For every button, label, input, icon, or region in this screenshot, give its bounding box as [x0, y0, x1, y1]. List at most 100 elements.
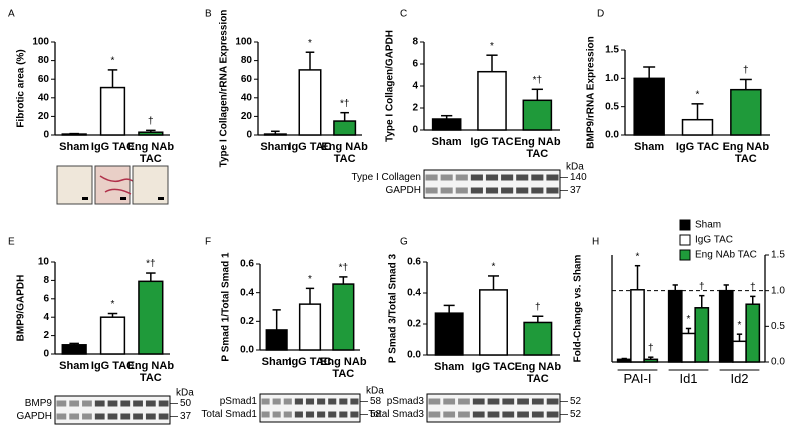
blot-band	[546, 411, 559, 418]
x-tick-label: Eng NAb TAC	[514, 361, 562, 385]
bar	[523, 321, 553, 356]
blot-band	[546, 187, 559, 194]
bar	[138, 131, 164, 136]
blot-band	[350, 398, 359, 405]
blot-band	[82, 400, 92, 407]
annotation: *	[696, 89, 700, 100]
blot-band	[56, 400, 67, 407]
bar	[730, 88, 762, 136]
x-tick-label: Sham	[431, 136, 462, 148]
y-tick-label: 0.6	[240, 259, 254, 270]
blot-band	[69, 400, 80, 407]
y-axis-label: Type I Collagen/GAPDH	[385, 30, 396, 142]
y-tick-label: 0.0	[407, 350, 421, 361]
bar	[263, 133, 287, 136]
scale-bar	[158, 197, 164, 200]
y-tick-label: 4	[43, 312, 49, 323]
bar	[667, 289, 683, 363]
blot-size: 52	[570, 409, 582, 420]
blot-band	[501, 187, 514, 194]
blot-band	[56, 413, 67, 420]
panel-label: A	[8, 9, 15, 20]
bar	[434, 312, 464, 356]
y-tick-label: 1.5	[605, 45, 619, 56]
blot-band	[339, 398, 348, 405]
blot-band	[107, 400, 118, 407]
blot-band	[428, 411, 441, 418]
y-tick-label: 8	[412, 37, 418, 48]
annotation: *	[111, 299, 115, 310]
y-tick-label: 0	[246, 130, 252, 141]
x-tick-label: Id2	[730, 371, 749, 386]
annotation: *	[490, 41, 494, 52]
bar	[138, 280, 164, 355]
bar	[745, 303, 761, 363]
blot-frame	[259, 393, 361, 423]
blot-band	[328, 411, 337, 418]
bar	[298, 303, 322, 351]
panel-label: G	[400, 237, 408, 248]
scale-bar	[82, 197, 88, 200]
blot-size: 58	[370, 396, 382, 407]
blot-band	[133, 413, 143, 420]
blot-band	[261, 411, 270, 418]
x-tick-label: IgG TAC	[470, 136, 514, 148]
blot-band	[516, 174, 529, 181]
blot-frame	[426, 393, 561, 423]
bar	[718, 289, 734, 363]
blot-band	[145, 400, 156, 407]
blot-band	[261, 398, 270, 405]
y2-tick-label: 1.0	[771, 285, 785, 296]
blot-row-label: pSmad3	[387, 396, 425, 407]
legend-label: Eng NAb TAC	[695, 250, 757, 261]
y-tick-label: 2	[412, 103, 418, 114]
bar	[61, 344, 87, 355]
blot-row-label: Type I Collagen	[352, 172, 422, 183]
annotation: *	[636, 251, 640, 262]
annotation: *†	[340, 98, 349, 109]
annotation: *†	[533, 75, 542, 86]
x-tick-label: Sham	[261, 356, 292, 368]
blot-row-label: BMP9	[25, 398, 53, 409]
blot-band	[305, 411, 315, 418]
blot-band	[502, 398, 515, 405]
y-tick-label: 0.0	[240, 345, 254, 356]
bar	[479, 289, 508, 356]
y-tick-label: 6	[43, 293, 49, 304]
y-tick-label: 0	[412, 125, 418, 136]
bar	[265, 329, 288, 351]
blot-band	[120, 413, 131, 420]
y-tick-label: 40	[38, 92, 50, 103]
blot-band	[69, 413, 80, 420]
blot-band	[328, 398, 337, 405]
blot-band	[487, 398, 500, 405]
x-tick-label: Sham	[260, 141, 291, 153]
y-tick-label: 100	[32, 37, 49, 48]
blot-size: 50	[180, 398, 192, 409]
blot-band	[317, 398, 326, 405]
y-tick-label: 60	[241, 74, 253, 85]
bar	[332, 283, 355, 351]
blot-band	[294, 398, 303, 405]
blot-band	[443, 411, 456, 418]
bar	[333, 120, 357, 136]
blot-band	[455, 187, 468, 194]
blot-band	[531, 187, 544, 194]
panel-label: D	[597, 9, 604, 20]
blot-band	[425, 174, 438, 181]
scale-bar	[120, 197, 126, 200]
blot-size: 140	[570, 172, 587, 183]
y-tick-label: 20	[241, 111, 253, 122]
annotation: *	[111, 56, 115, 67]
legend-label: Sham	[695, 220, 721, 231]
x-tick-label: IgG TAC	[471, 361, 516, 373]
x-tick-label: IgG TAC	[90, 141, 135, 153]
blot-band	[501, 174, 514, 181]
bar	[61, 133, 87, 136]
y-tick-label: 0.0	[605, 130, 619, 141]
y-tick-label: 10	[38, 257, 50, 268]
x-tick-label: Eng NAb TAC	[514, 136, 561, 160]
blot-band	[133, 400, 143, 407]
bar	[431, 118, 462, 131]
